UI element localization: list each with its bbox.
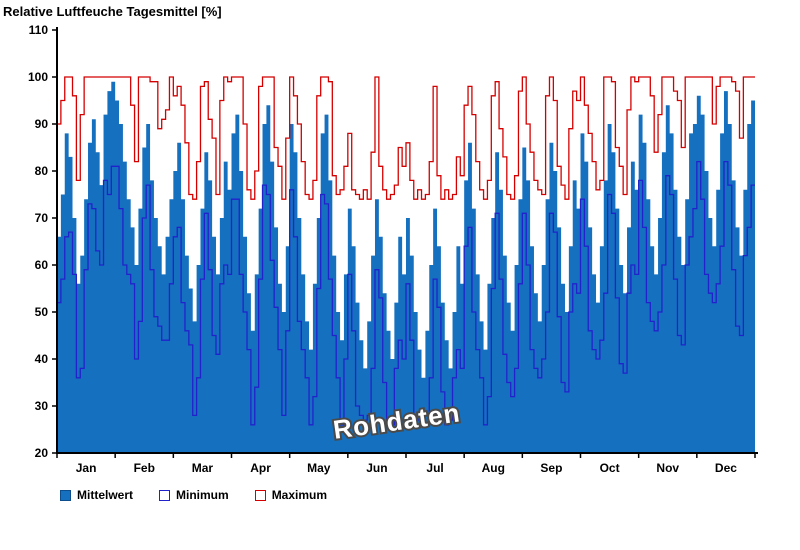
legend-item-maximum: Maximum	[254, 488, 328, 502]
y-tick-label: 70	[35, 211, 49, 225]
x-tick-label: Aug	[482, 461, 505, 475]
y-tick-label: 110	[29, 23, 49, 37]
series-mittelwert-area	[57, 81, 755, 453]
maximum-swatch-icon	[254, 489, 266, 501]
y-tick-label: 100	[28, 70, 48, 84]
x-tick-label: Dec	[715, 461, 737, 475]
legend-label-minimum: Minimum	[176, 488, 229, 502]
chart-legend: Mittelwert Minimum Maximum	[60, 488, 327, 502]
x-tick-label: Apr	[250, 461, 271, 475]
mittelwert-swatch-icon	[60, 489, 71, 501]
x-tick-label: Jul	[426, 461, 443, 475]
legend-item-mittelwert: Mittelwert	[60, 488, 133, 502]
x-tick-label: Jun	[366, 461, 387, 475]
x-tick-label: May	[307, 461, 331, 475]
legend-item-minimum: Minimum	[159, 488, 229, 502]
series-minimum-line	[57, 160, 755, 426]
x-tick-label: Mar	[192, 461, 214, 475]
y-tick-label: 30	[35, 399, 49, 413]
minimum-swatch-icon	[159, 489, 171, 501]
x-tick-label: Jan	[76, 461, 97, 475]
y-tick-label: 80	[35, 164, 49, 178]
y-tick-label: 90	[35, 117, 49, 131]
x-tick-label: Nov	[656, 461, 679, 475]
legend-label-maximum: Maximum	[271, 488, 328, 502]
series-maximum-line	[57, 76, 755, 200]
y-tick-label: 60	[35, 258, 49, 272]
page-title: Relative Luftfeuche Tagesmittel [%]	[3, 4, 222, 19]
x-tick-label: Feb	[134, 461, 155, 475]
y-tick-label: 40	[35, 352, 49, 366]
legend-label-mittelwert: Mittelwert	[77, 488, 134, 502]
y-tick-label: 20	[35, 446, 49, 460]
x-tick-label: Oct	[600, 461, 620, 475]
y-tick-label: 50	[35, 305, 49, 319]
x-tick-label: Sep	[540, 461, 562, 475]
